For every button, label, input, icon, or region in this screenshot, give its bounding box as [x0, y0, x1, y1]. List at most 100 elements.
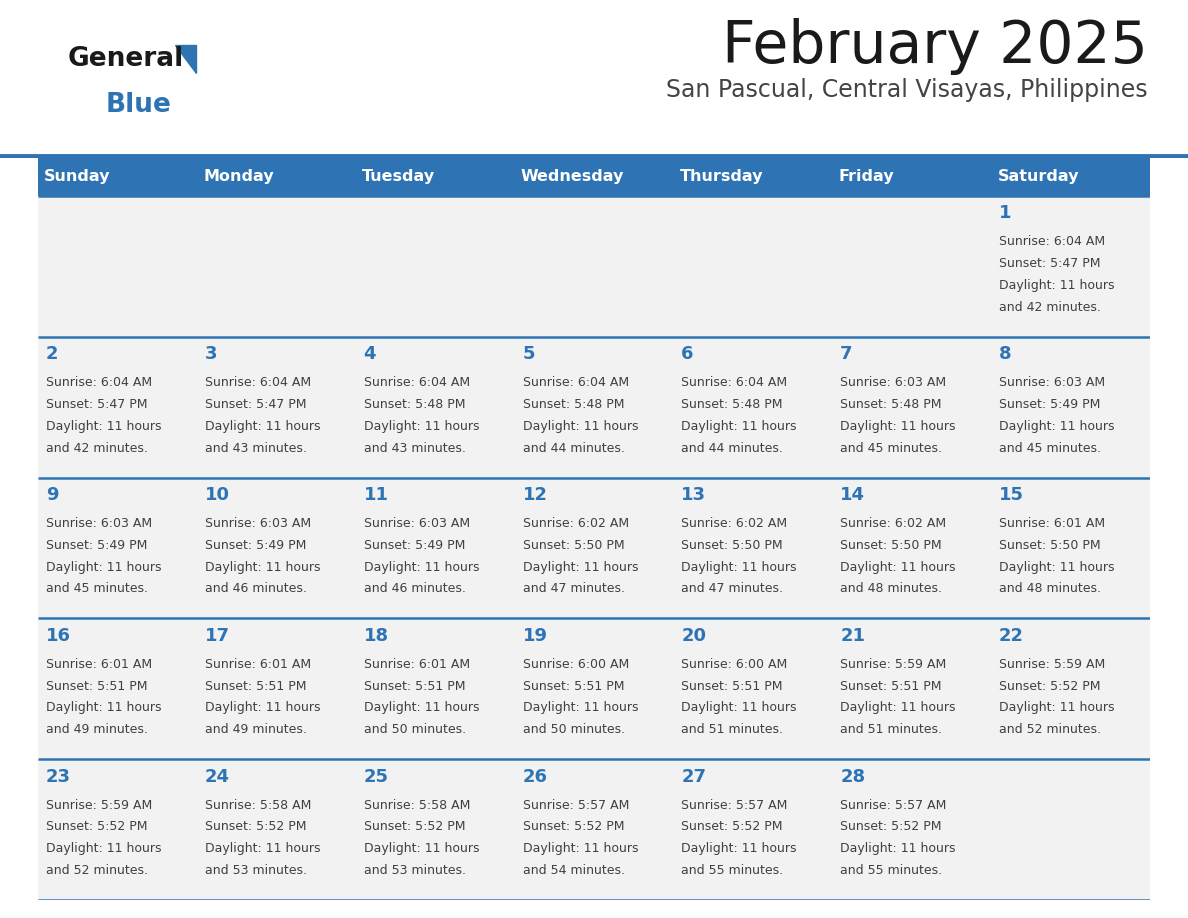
Text: and 53 minutes.: and 53 minutes. [364, 864, 466, 877]
Text: 13: 13 [682, 486, 707, 504]
FancyBboxPatch shape [991, 619, 1150, 759]
Text: Sunrise: 5:59 AM: Sunrise: 5:59 AM [46, 799, 152, 812]
FancyBboxPatch shape [355, 477, 514, 619]
Text: Daylight: 11 hours: Daylight: 11 hours [840, 843, 955, 856]
Text: Sunrise: 6:02 AM: Sunrise: 6:02 AM [523, 517, 628, 530]
FancyBboxPatch shape [38, 759, 197, 900]
Text: Daylight: 11 hours: Daylight: 11 hours [204, 843, 321, 856]
Text: Sunset: 5:52 PM: Sunset: 5:52 PM [999, 679, 1100, 693]
FancyBboxPatch shape [38, 158, 197, 196]
Text: Sunset: 5:52 PM: Sunset: 5:52 PM [46, 821, 147, 834]
FancyBboxPatch shape [674, 477, 833, 619]
Text: Sunday: Sunday [44, 170, 110, 185]
Text: Sunset: 5:48 PM: Sunset: 5:48 PM [840, 398, 942, 411]
Text: Sunrise: 6:03 AM: Sunrise: 6:03 AM [204, 517, 311, 530]
Text: Sunrise: 6:03 AM: Sunrise: 6:03 AM [840, 376, 947, 389]
Text: and 51 minutes.: and 51 minutes. [682, 723, 783, 736]
Text: Sunset: 5:48 PM: Sunset: 5:48 PM [523, 398, 624, 411]
Text: Daylight: 11 hours: Daylight: 11 hours [682, 420, 797, 433]
Text: Daylight: 11 hours: Daylight: 11 hours [840, 701, 955, 714]
Polygon shape [175, 45, 196, 73]
Text: 19: 19 [523, 627, 548, 644]
Text: Sunrise: 5:58 AM: Sunrise: 5:58 AM [204, 799, 311, 812]
Text: Sunset: 5:51 PM: Sunset: 5:51 PM [523, 679, 624, 693]
Text: Sunrise: 6:01 AM: Sunrise: 6:01 AM [204, 658, 311, 671]
Text: and 52 minutes.: and 52 minutes. [999, 723, 1101, 736]
Text: Sunrise: 6:04 AM: Sunrise: 6:04 AM [46, 376, 152, 389]
Text: Sunrise: 5:59 AM: Sunrise: 5:59 AM [840, 658, 947, 671]
Text: Sunset: 5:47 PM: Sunset: 5:47 PM [204, 398, 307, 411]
Text: San Pascual, Central Visayas, Philippines: San Pascual, Central Visayas, Philippine… [666, 78, 1148, 102]
Text: Sunset: 5:48 PM: Sunset: 5:48 PM [364, 398, 466, 411]
Text: Sunset: 5:51 PM: Sunset: 5:51 PM [46, 679, 147, 693]
Text: Sunset: 5:52 PM: Sunset: 5:52 PM [840, 821, 942, 834]
Text: Sunset: 5:50 PM: Sunset: 5:50 PM [682, 539, 783, 552]
FancyBboxPatch shape [833, 759, 991, 900]
Text: 9: 9 [46, 486, 58, 504]
FancyBboxPatch shape [674, 337, 833, 477]
Text: Sunrise: 6:01 AM: Sunrise: 6:01 AM [364, 658, 469, 671]
FancyBboxPatch shape [197, 619, 355, 759]
Text: Sunrise: 5:57 AM: Sunrise: 5:57 AM [840, 799, 947, 812]
Text: Sunrise: 5:59 AM: Sunrise: 5:59 AM [999, 658, 1105, 671]
Text: and 55 minutes.: and 55 minutes. [840, 864, 942, 877]
FancyBboxPatch shape [833, 158, 991, 196]
FancyBboxPatch shape [38, 477, 197, 619]
Text: Sunrise: 6:01 AM: Sunrise: 6:01 AM [999, 517, 1105, 530]
Text: Daylight: 11 hours: Daylight: 11 hours [46, 561, 162, 574]
FancyBboxPatch shape [38, 337, 197, 477]
Text: Daylight: 11 hours: Daylight: 11 hours [999, 420, 1114, 433]
Text: Daylight: 11 hours: Daylight: 11 hours [523, 701, 638, 714]
Text: Sunrise: 6:03 AM: Sunrise: 6:03 AM [46, 517, 152, 530]
Text: and 50 minutes.: and 50 minutes. [364, 723, 466, 736]
FancyBboxPatch shape [197, 477, 355, 619]
Text: Daylight: 11 hours: Daylight: 11 hours [364, 843, 479, 856]
Text: Sunset: 5:52 PM: Sunset: 5:52 PM [682, 821, 783, 834]
FancyBboxPatch shape [833, 337, 991, 477]
Text: Sunset: 5:49 PM: Sunset: 5:49 PM [46, 539, 147, 552]
Text: and 54 minutes.: and 54 minutes. [523, 864, 625, 877]
Text: Daylight: 11 hours: Daylight: 11 hours [523, 561, 638, 574]
Text: 25: 25 [364, 767, 388, 786]
Text: Sunrise: 6:04 AM: Sunrise: 6:04 AM [204, 376, 311, 389]
FancyBboxPatch shape [991, 759, 1150, 900]
Text: and 43 minutes.: and 43 minutes. [204, 442, 307, 454]
Text: Daylight: 11 hours: Daylight: 11 hours [364, 561, 479, 574]
Text: Daylight: 11 hours: Daylight: 11 hours [204, 420, 321, 433]
FancyBboxPatch shape [197, 337, 355, 477]
Text: Daylight: 11 hours: Daylight: 11 hours [364, 420, 479, 433]
Text: and 42 minutes.: and 42 minutes. [46, 442, 147, 454]
Text: 17: 17 [204, 627, 229, 644]
Text: and 52 minutes.: and 52 minutes. [46, 864, 148, 877]
Text: and 47 minutes.: and 47 minutes. [523, 583, 625, 596]
Text: Sunset: 5:50 PM: Sunset: 5:50 PM [523, 539, 624, 552]
FancyBboxPatch shape [514, 477, 674, 619]
Text: and 45 minutes.: and 45 minutes. [840, 442, 942, 454]
FancyBboxPatch shape [197, 158, 355, 196]
Text: and 46 minutes.: and 46 minutes. [364, 583, 466, 596]
Text: Daylight: 11 hours: Daylight: 11 hours [840, 561, 955, 574]
FancyBboxPatch shape [674, 196, 833, 337]
Text: Tuesday: Tuesday [362, 170, 435, 185]
FancyBboxPatch shape [833, 619, 991, 759]
Text: Daylight: 11 hours: Daylight: 11 hours [46, 701, 162, 714]
FancyBboxPatch shape [674, 759, 833, 900]
Text: Sunrise: 6:01 AM: Sunrise: 6:01 AM [46, 658, 152, 671]
Text: 20: 20 [682, 627, 707, 644]
Text: 28: 28 [840, 767, 865, 786]
Text: Sunset: 5:50 PM: Sunset: 5:50 PM [999, 539, 1101, 552]
Text: 7: 7 [840, 345, 853, 364]
Text: Sunrise: 6:04 AM: Sunrise: 6:04 AM [682, 376, 788, 389]
Text: Sunset: 5:51 PM: Sunset: 5:51 PM [682, 679, 783, 693]
Text: Saturday: Saturday [998, 170, 1079, 185]
Text: 2: 2 [46, 345, 58, 364]
Text: 22: 22 [999, 627, 1024, 644]
FancyBboxPatch shape [197, 759, 355, 900]
Text: Sunrise: 5:57 AM: Sunrise: 5:57 AM [523, 799, 628, 812]
Text: 6: 6 [682, 345, 694, 364]
Text: Sunset: 5:47 PM: Sunset: 5:47 PM [999, 257, 1100, 270]
Text: Sunset: 5:51 PM: Sunset: 5:51 PM [204, 679, 307, 693]
FancyBboxPatch shape [833, 477, 991, 619]
Text: Sunset: 5:50 PM: Sunset: 5:50 PM [840, 539, 942, 552]
Text: 11: 11 [364, 486, 388, 504]
